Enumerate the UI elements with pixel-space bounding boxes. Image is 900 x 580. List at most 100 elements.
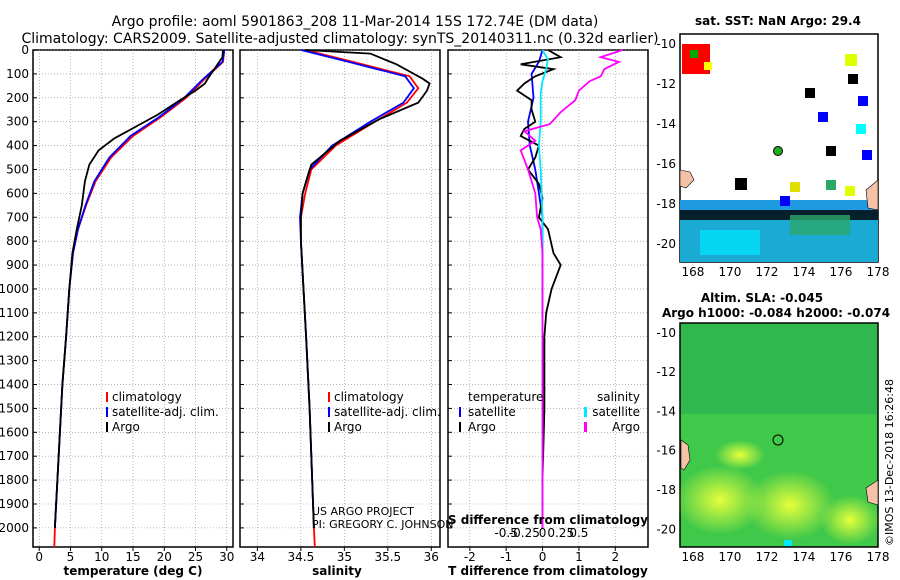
- sst-cell: [805, 88, 815, 98]
- depth-tick-label: 900: [6, 258, 29, 272]
- sst-map: [679, 33, 879, 263]
- legend-swatch-climatology: [106, 392, 108, 402]
- x-tick-label: 25: [188, 550, 203, 564]
- lon-tick-label: 170: [719, 265, 742, 279]
- t-difference-axis-label: T difference from climatology: [448, 564, 648, 578]
- sst-cell: [856, 124, 866, 134]
- legend-swatch-satellite: [106, 407, 108, 417]
- legend-label-t-satellite: satellite: [468, 405, 516, 419]
- s-tick-label: -0.25: [509, 526, 540, 540]
- depth-tick-label: 1600: [0, 425, 29, 439]
- x-tick-label: 30: [219, 550, 234, 564]
- salinity-legend: climatology satellite-adj. clim. Argo: [328, 390, 441, 434]
- s-tick-label: 0.5: [569, 526, 588, 540]
- x-tick-label: 35.5: [374, 550, 401, 564]
- depth-tick-labels: 0 100 200 300 400 500 600 700 800 900 1000 1100 1200…: [0, 43, 452, 535]
- sst-cell: [858, 96, 868, 106]
- lat-tick-label: -18: [656, 483, 676, 497]
- sst-patch: [700, 230, 760, 255]
- top-map-ticks: 168 170 172 174 176 178 -10 -12 -14 -16 -18 -20: [656, 37, 889, 279]
- lat-tick-label: -20: [656, 522, 676, 536]
- lon-tick-label: 176: [830, 265, 853, 279]
- legend-swatch-t-argo: [459, 422, 461, 432]
- x-tick-label: 0: [35, 550, 43, 564]
- x-tick-label: 34.5: [288, 550, 315, 564]
- sla-region: [681, 324, 877, 414]
- sst-cell: [862, 150, 872, 160]
- series-line-climatology: [300, 49, 420, 548]
- depth-tick-label: 1100: [0, 306, 29, 320]
- depth-tick-label: 800: [6, 234, 29, 248]
- lat-tick-label: -16: [656, 157, 676, 171]
- sla-anomaly: [745, 470, 835, 540]
- land-mass: [865, 179, 879, 211]
- argo-float-marker: [772, 434, 784, 446]
- depth-tick-label: 1800: [0, 473, 29, 487]
- t-difference-tick-labels: -2 -1 0 1 2: [464, 547, 619, 564]
- sla-map: [675, 322, 880, 548]
- sst-cell: [735, 178, 747, 190]
- temperature-tick-labels: 0 5 10 15 20 25 30: [35, 547, 234, 564]
- depth-tick-label: 100: [6, 67, 29, 81]
- x-tick-label: 5: [67, 550, 75, 564]
- depth-tick-label: 500: [6, 162, 29, 176]
- depth-tick-label: 1900: [0, 497, 29, 511]
- x-tick-label: 0: [539, 550, 547, 564]
- x-tick-label: 1: [575, 550, 583, 564]
- depth-tick-label: 600: [6, 186, 29, 200]
- sla-cell: [784, 540, 792, 546]
- x-tick-label: -2: [464, 550, 476, 564]
- land-mass: [865, 479, 879, 506]
- legend-label-climatology: climatology: [334, 390, 404, 404]
- sst-cell: [845, 186, 855, 196]
- salinity-series: [299, 49, 431, 548]
- land-mass: [679, 169, 695, 189]
- lon-tick-label: 170: [719, 550, 742, 564]
- legend-label-t-argo: Argo: [468, 420, 496, 434]
- lat-tick-label: -20: [656, 237, 676, 251]
- salinity-tick-labels: 34 34.5 35 35.5 36: [250, 547, 439, 564]
- lat-tick-label: -14: [656, 117, 676, 131]
- lon-tick-label: 168: [682, 265, 705, 279]
- lon-tick-label: 172: [756, 265, 779, 279]
- legend-label-satellite: satellite-adj. clim.: [334, 405, 441, 419]
- lon-tick-label: 168: [682, 550, 705, 564]
- legend-title-salinity: salinity: [597, 390, 640, 404]
- temperature-axis-label: temperature (deg C): [64, 564, 203, 578]
- lat-tick-label: -16: [656, 444, 676, 458]
- series-line-argo: [300, 49, 431, 528]
- s-difference-tick-labels: -0.5-0.250 0.250.5: [494, 526, 588, 540]
- lat-tick-label: -10: [656, 37, 676, 51]
- header-line1: Argo profile: aoml 5901863_208 11-Mar-20…: [112, 14, 599, 30]
- imos-stamp: ©IMOS 13-Dec-2018 16:26:48: [883, 379, 896, 546]
- s-tick-label: -0.5: [494, 526, 517, 540]
- sst-cell: [826, 180, 836, 190]
- series-line-argo: [54, 49, 224, 528]
- top-map-title: sat. SST: NaN Argo: 29.4: [695, 14, 861, 28]
- temperature-grid: [33, 49, 233, 547]
- depth-tick-label: 200: [6, 91, 29, 105]
- series-line-salinity-argo: [519, 49, 623, 528]
- lon-tick-label: 174: [793, 550, 816, 564]
- depth-tick-label: 2000: [0, 521, 29, 535]
- sst-patch: [790, 215, 850, 235]
- depth-tick-label: 1700: [0, 449, 29, 463]
- depth-tick-label: 1000: [0, 282, 29, 296]
- legend-swatch-argo: [328, 422, 330, 432]
- legend-label-argo: Argo: [334, 420, 362, 434]
- x-tick-label: 15: [125, 550, 140, 564]
- salinity-panel-frame: [239, 49, 441, 548]
- depth-tick-label: 0: [21, 43, 29, 57]
- legend-label-s-satellite: satellite: [592, 405, 640, 419]
- sst-cell: [848, 74, 858, 84]
- temperature-legend: climatology satellite-adj. clim. Argo: [106, 390, 219, 434]
- legend-swatch-satellite: [328, 407, 330, 417]
- legend-swatch-s-argo: [584, 422, 587, 432]
- legend-label-climatology: climatology: [112, 390, 182, 404]
- lon-tick-label: 172: [756, 550, 779, 564]
- legend-label-s-argo: Argo: [612, 420, 640, 434]
- sst-cell: [690, 50, 698, 58]
- legend-title-temperature: temperature: [468, 390, 543, 404]
- lon-tick-label: 178: [867, 265, 890, 279]
